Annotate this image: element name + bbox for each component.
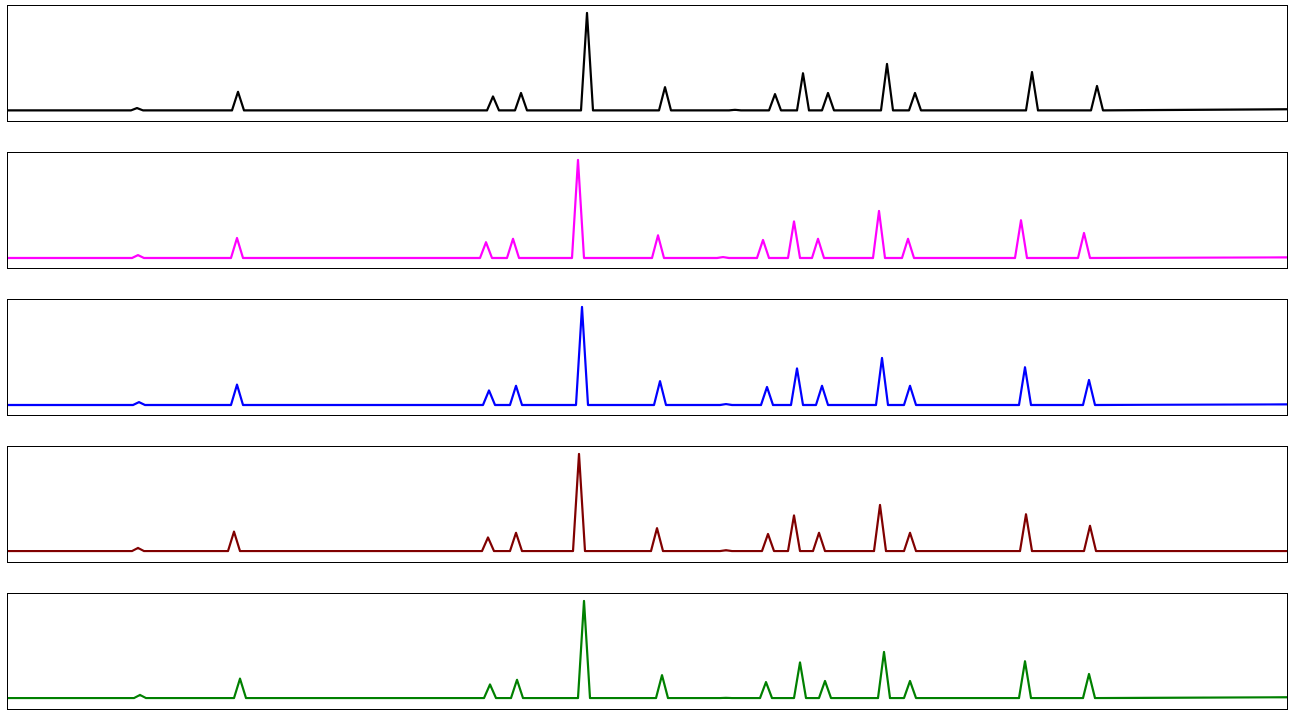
spectrum-line <box>8 305 1288 407</box>
spectrum-line <box>8 158 1288 260</box>
panel <box>7 446 1288 563</box>
spectrum-line <box>8 11 1288 112</box>
panel-frame <box>7 446 1288 563</box>
panel <box>7 593 1288 710</box>
panel-frame <box>7 5 1288 122</box>
panel-frame <box>7 299 1288 416</box>
panel-frame <box>7 593 1288 710</box>
spectrum-line <box>8 599 1288 700</box>
spectrum-line <box>8 452 1287 553</box>
panel <box>7 5 1288 122</box>
panel <box>7 299 1288 416</box>
panel <box>7 152 1288 269</box>
panel-frame <box>7 152 1288 269</box>
